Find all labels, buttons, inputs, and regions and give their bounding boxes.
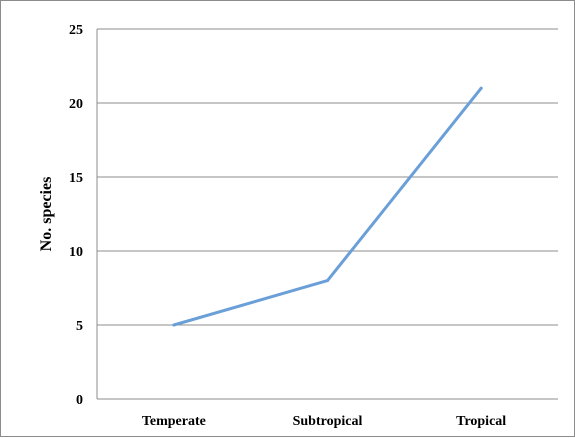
y-tick-labels: 0 5 10 15 20 25: [69, 23, 83, 408]
y-tick-label: 10: [69, 245, 83, 260]
series: [172, 86, 483, 327]
y-tick-label: 25: [69, 23, 83, 38]
y-tick-label: 5: [76, 319, 83, 334]
data-point-tropical: [479, 86, 483, 90]
x-tick-label-tropical: Tropical: [456, 414, 506, 429]
y-tick-label: 15: [69, 171, 83, 186]
series-line-0: [172, 86, 483, 327]
x-tick-labels: Temperate Subtropical Tropical: [142, 414, 506, 429]
data-point-subtropical: [326, 279, 329, 283]
x-tick-label-subtropical: Subtropical: [293, 414, 363, 429]
axes: [96, 29, 558, 400]
y-tick-label: 0: [76, 393, 83, 408]
y-axis-title: No. species: [38, 177, 55, 252]
gridlines: [97, 28, 558, 326]
x-tick-label-temperate: Temperate: [142, 414, 206, 429]
y-tick-label: 20: [69, 97, 83, 112]
data-point-temperate: [172, 323, 176, 327]
